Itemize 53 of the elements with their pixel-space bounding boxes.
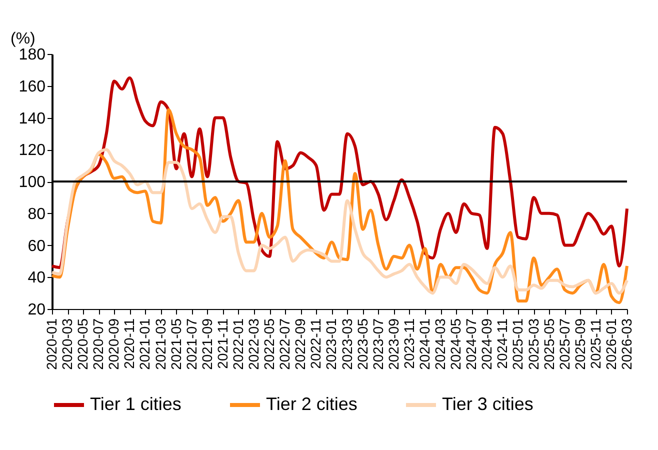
x-tick-label: 2023-01 bbox=[323, 318, 340, 370]
x-tick-label: 2021-11 bbox=[214, 318, 230, 369]
y-tick-label: 20 bbox=[28, 302, 46, 318]
x-tick-label: 2024-11 bbox=[494, 318, 510, 369]
y-tick-label: 60 bbox=[28, 238, 46, 255]
y-tick-label: 40 bbox=[28, 270, 46, 287]
x-tick-label: 2021-09 bbox=[198, 318, 215, 370]
x-tick-label: 2022-11 bbox=[308, 318, 324, 369]
x-tick-label: 2025-01 bbox=[510, 318, 526, 370]
x-tick-label: 2020-07 bbox=[90, 318, 106, 370]
x-tick-label: 2021-05 bbox=[168, 318, 184, 370]
y-tick-label: 100 bbox=[18, 174, 46, 191]
x-tick-label: 2024-01 bbox=[416, 318, 432, 370]
x-tick-label: 2024-07 bbox=[463, 318, 480, 370]
x-tick-label: 2025-11 bbox=[587, 318, 604, 369]
x-tick-label: 2024-09 bbox=[478, 318, 495, 370]
x-tick-label: 2021-07 bbox=[183, 318, 200, 370]
x-tick-label: 2026-01 bbox=[602, 318, 619, 370]
y-tick-label: 80 bbox=[28, 206, 46, 223]
line-series bbox=[50, 148, 628, 295]
legend-label: Tier 2 cities bbox=[266, 394, 358, 414]
x-tick-label: 2022-09 bbox=[292, 318, 308, 370]
x-tick-label: 2020-09 bbox=[106, 318, 122, 370]
line-series bbox=[50, 76, 628, 270]
y-tick-label: 120 bbox=[18, 142, 46, 160]
x-tick-label: 2023-05 bbox=[354, 318, 370, 370]
x-tick-label: 2020-11 bbox=[121, 318, 138, 369]
legend-label: Tier 1 cities bbox=[90, 394, 182, 414]
x-tick-label: 2023-09 bbox=[385, 318, 402, 370]
y-axis-title: (%) bbox=[10, 30, 36, 48]
x-tick-label: 2023-07 bbox=[370, 318, 386, 370]
x-tick-label: 2026-03 bbox=[618, 318, 634, 370]
x-tick-label: 2023-03 bbox=[338, 318, 355, 370]
x-tick-label: 2022-07 bbox=[276, 318, 293, 370]
x-tick-label: 2024-05 bbox=[448, 318, 464, 370]
x-tick-label: 2020-01 bbox=[44, 318, 60, 370]
x-tick-label: 2020-03 bbox=[59, 318, 76, 370]
x-tick-label: 2020-05 bbox=[74, 318, 91, 370]
x-tick-label: 2025-07 bbox=[556, 318, 572, 370]
x-tick-label: 2025-05 bbox=[540, 318, 557, 370]
x-tick-label: 2023-11 bbox=[400, 318, 417, 369]
x-tick-label: 2021-03 bbox=[152, 318, 168, 370]
x-tick-label: 2025-09 bbox=[572, 318, 588, 370]
x-tick-label: 2022-05 bbox=[261, 318, 278, 370]
legend-label: Tier 3 cities bbox=[442, 394, 534, 414]
y-tick-label: 160 bbox=[18, 78, 46, 96]
x-tick-label: 2025-03 bbox=[525, 318, 542, 370]
y-tick-label: 140 bbox=[18, 110, 46, 128]
x-tick-label: 2022-01 bbox=[230, 318, 246, 370]
x-tick-label: 2022-03 bbox=[246, 318, 262, 370]
x-tick-label: 2021-01 bbox=[136, 318, 153, 370]
y-tick-label: 180 bbox=[18, 46, 46, 64]
x-tick-label: 2024-03 bbox=[432, 318, 448, 370]
